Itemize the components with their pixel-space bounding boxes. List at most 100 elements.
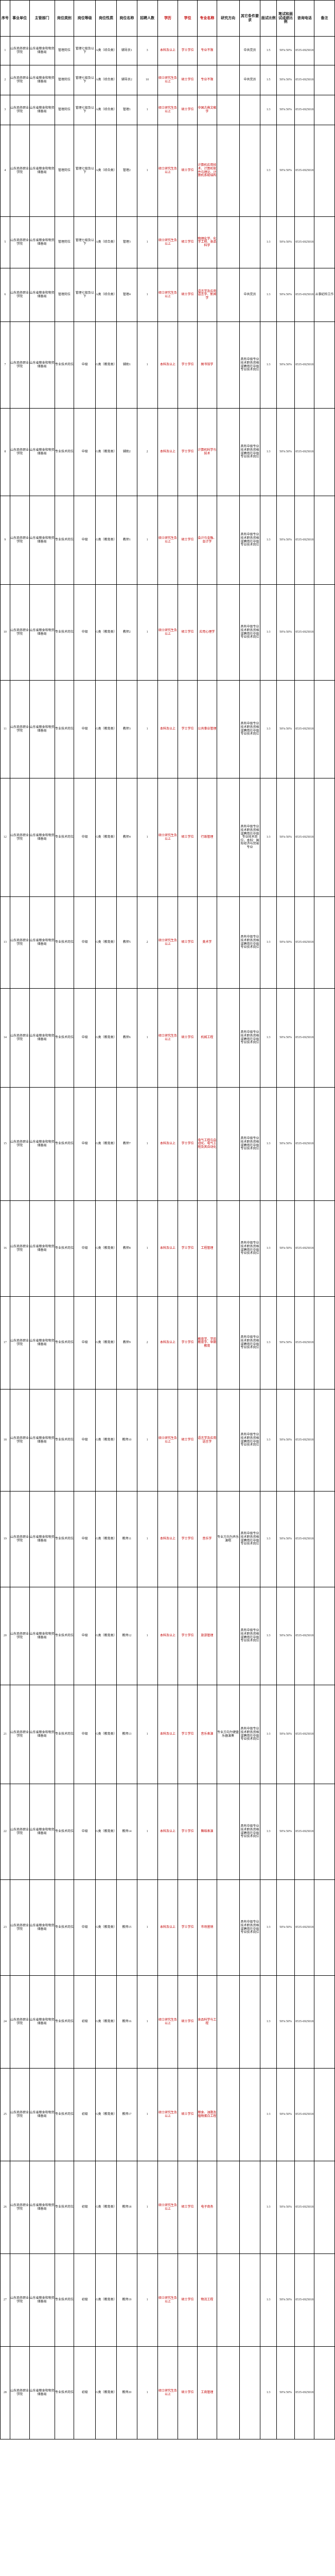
- cell-post-category: 专业技术岗位: [54, 321, 75, 409]
- cell-post-level: 初级: [74, 2068, 96, 2161]
- cell-research-direction: [216, 95, 240, 125]
- cell-post-nature: G类（教育类）: [95, 1587, 117, 1685]
- cell-headcount: 1: [136, 1491, 158, 1587]
- col-post-level: 岗位等级: [74, 0, 96, 37]
- cell-phone: 0535-6925018: [294, 1784, 315, 1880]
- cell-authority: 山东省粮食和物资储备局: [29, 95, 55, 125]
- cell-institution: 山东商务职业学院: [9, 65, 30, 95]
- cell-post-category: 专业技术岗位: [54, 1975, 75, 2069]
- cell-post-category: 管理岗位: [54, 65, 75, 95]
- cell-score-ratio: 50%:50%: [276, 36, 295, 65]
- cell-degree: 学士学位: [178, 1784, 198, 1880]
- cell-post-name: 教师2: [116, 584, 137, 681]
- cell-institution: 山东商务职业学院: [9, 1389, 30, 1492]
- cell-phone: 0535-6925018: [294, 2346, 315, 2439]
- cell-score-ratio: 50%:50%: [276, 2068, 295, 2161]
- cell-remark: [314, 584, 335, 681]
- cell-education: 硕士研究生及以上: [157, 216, 179, 268]
- cell-interview-ratio: 1:3: [260, 1587, 277, 1685]
- cell-research-direction: [216, 65, 240, 95]
- cell-post-level: 初级: [74, 2253, 96, 2347]
- cell-other-conditions: 具有中级专业技术职务资格或聘用在中级专业技术岗位: [239, 1587, 261, 1685]
- cell-remark: [314, 896, 335, 989]
- cell-serial: 3: [0, 95, 10, 125]
- cell-post-name: 教师16: [116, 1975, 137, 2069]
- col-degree: 学位: [178, 0, 198, 37]
- cell-serial: 14: [0, 988, 10, 1088]
- cell-post-name: 教师3: [116, 680, 137, 778]
- cell-post-level: 初级: [74, 1975, 96, 2069]
- cell-post-level: 中级: [74, 496, 96, 585]
- cell-score-ratio: 50%:50%: [276, 1784, 295, 1880]
- cell-institution: 山东商务职业学院: [9, 496, 30, 585]
- cell-authority: 山东省粮食和物资储备局: [29, 1491, 55, 1587]
- cell-interview-ratio: 1:3: [260, 95, 277, 125]
- cell-phone: 0535-6925018: [294, 778, 315, 897]
- cell-degree: 硕士学位: [178, 1975, 198, 2069]
- header-row: 序号 事业单位 主管部门 岗位类别 岗位等级 岗位性质 岗位名称 招聘人数 学历 学位 专业名称 研究…: [0, 0, 335, 37]
- cell-degree: 学士学位: [178, 1200, 198, 1297]
- cell-interview-ratio: 1:3: [260, 2068, 277, 2161]
- cell-phone: 0535-6925018: [294, 36, 315, 65]
- cell-post-name: 教师5: [116, 896, 137, 989]
- cell-score-ratio: 50%:50%: [276, 321, 295, 409]
- cell-phone: 0535-6925018: [294, 2068, 315, 2161]
- cell-interview-ratio: 1:5: [260, 65, 277, 95]
- cell-degree: 硕士学位: [178, 2346, 198, 2439]
- cell-post-name: 辅助1: [116, 321, 137, 409]
- cell-post-category: 管理岗位: [54, 36, 75, 65]
- cell-post-level: 中级: [74, 408, 96, 496]
- cell-headcount: 1: [136, 1685, 158, 1784]
- cell-post-level: 初级: [74, 2346, 96, 2439]
- cell-post-level: 中级: [74, 584, 96, 681]
- cell-serial: 21: [0, 1685, 10, 1784]
- cell-interview-ratio: 1:3: [260, 1879, 277, 1976]
- cell-post-level: 管理七级及以下: [74, 65, 96, 95]
- cell-degree: 硕士学位: [178, 496, 198, 585]
- cell-post-name: 教师17: [116, 2068, 137, 2161]
- cell-authority: 山东省粮食和物资储备局: [29, 1296, 55, 1389]
- table-body: 1 山东商务职业学院 山东省粮食和物资储备局 管理岗位 管理七级及以下 A类（综合类） 辅导…: [0, 36, 335, 2439]
- cell-other-conditions: [239, 216, 261, 268]
- cell-interview-ratio: 1:3: [260, 1975, 277, 2069]
- cell-remark: [314, 2161, 335, 2254]
- cell-post-level: 管理七级及以下: [74, 268, 96, 322]
- col-post-category: 岗位类别: [54, 0, 75, 37]
- cell-post-category: 专业技术岗位: [54, 1587, 75, 1685]
- cell-major: 语言学及应用语言学: [197, 1389, 217, 1492]
- cell-degree: 硕士学位: [178, 1389, 198, 1492]
- cell-post-category: 专业技术岗位: [54, 1296, 75, 1389]
- cell-remark: [314, 408, 335, 496]
- cell-education: 硕士研究生及以上: [157, 2068, 179, 2161]
- cell-degree: 硕士学位: [178, 65, 198, 95]
- cell-research-direction: [216, 1296, 240, 1389]
- cell-interview-ratio: 1:3: [260, 268, 277, 322]
- cell-score-ratio: 50%:50%: [276, 1087, 295, 1201]
- cell-degree: 硕士学位: [178, 988, 198, 1088]
- cell-authority: 山东省粮食和物资储备局: [29, 1200, 55, 1297]
- cell-headcount: 1: [136, 1587, 158, 1685]
- cell-degree: 学士学位: [178, 36, 198, 65]
- cell-other-conditions: [239, 95, 261, 125]
- cell-post-category: 专业技术岗位: [54, 584, 75, 681]
- col-headcount: 招聘人数: [136, 0, 158, 37]
- cell-headcount: 1: [136, 680, 158, 778]
- cell-post-nature: G类（教育类）: [95, 1975, 117, 2069]
- cell-headcount: 1: [136, 1784, 158, 1880]
- cell-authority: 山东省粮食和物资储备局: [29, 1975, 55, 2069]
- cell-degree: 学士学位: [178, 1879, 198, 1976]
- cell-institution: 山东商务职业学院: [9, 1200, 30, 1297]
- cell-authority: 山东省粮食和物资储备局: [29, 65, 55, 95]
- cell-education: 硕士研究生及以上: [157, 1975, 179, 2069]
- cell-post-level: 管理七级及以下: [74, 36, 96, 65]
- cell-research-direction: [216, 1587, 240, 1685]
- cell-institution: 山东商务职业学院: [9, 680, 30, 778]
- cell-authority: 山东省粮食和物资储备局: [29, 408, 55, 496]
- cell-phone: 0535-6925018: [294, 1087, 315, 1201]
- cell-degree: 硕士学位: [178, 125, 198, 217]
- cell-major: 计算机应用技术、计算机软件与理论、计算机系统结构: [197, 125, 217, 217]
- cell-post-name: 教师4: [116, 778, 137, 897]
- table-row: 10 山东商务职业学院 山东省粮食和物资储备局 专业技术岗位 中级 G类（教育类） 教师2 1…: [0, 584, 335, 681]
- cell-score-ratio: 50%:50%: [276, 1296, 295, 1389]
- cell-score-ratio: 50%:50%: [276, 778, 295, 897]
